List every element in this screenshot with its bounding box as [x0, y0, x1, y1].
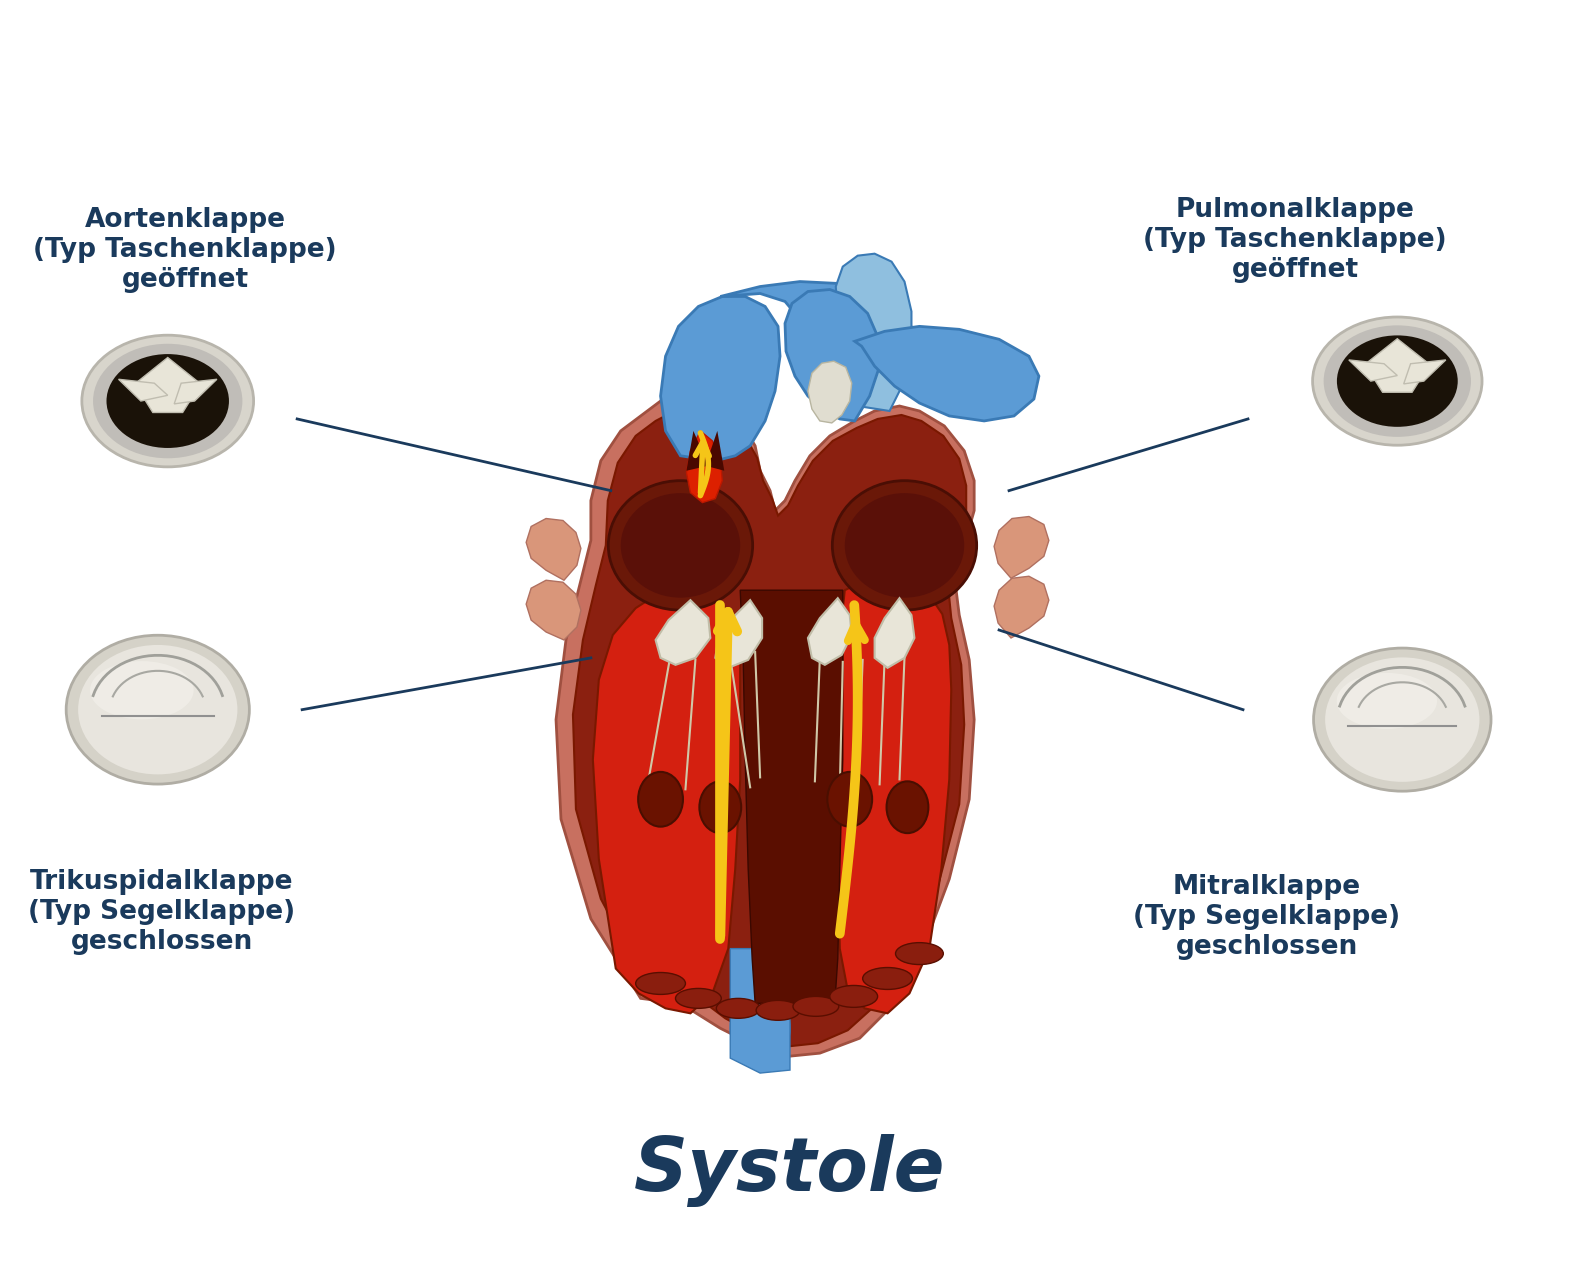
- Ellipse shape: [1314, 648, 1492, 791]
- Polygon shape: [526, 519, 581, 581]
- Ellipse shape: [66, 635, 249, 784]
- Ellipse shape: [887, 781, 928, 833]
- Text: Pulmonalklappe
(Typ Taschenklappe)
geöffnet: Pulmonalklappe (Typ Taschenklappe) geöff…: [1143, 197, 1447, 283]
- Ellipse shape: [82, 335, 254, 467]
- Ellipse shape: [676, 989, 721, 1008]
- Polygon shape: [655, 600, 710, 664]
- Polygon shape: [556, 396, 975, 1056]
- Polygon shape: [838, 578, 951, 1013]
- Polygon shape: [855, 326, 1040, 421]
- Ellipse shape: [1337, 336, 1458, 427]
- Polygon shape: [808, 361, 852, 424]
- Ellipse shape: [827, 772, 873, 827]
- Text: Aortenklappe
(Typ Taschenklappe)
geöffnet: Aortenklappe (Typ Taschenklappe) geöffne…: [33, 207, 337, 293]
- Polygon shape: [1403, 360, 1446, 384]
- Text: Systole: Systole: [635, 1135, 945, 1207]
- Polygon shape: [526, 581, 581, 640]
- Ellipse shape: [896, 942, 943, 965]
- Polygon shape: [1366, 339, 1430, 392]
- Polygon shape: [740, 590, 843, 1003]
- Polygon shape: [1348, 360, 1397, 382]
- Polygon shape: [994, 576, 1049, 638]
- Ellipse shape: [1325, 657, 1479, 782]
- Polygon shape: [592, 587, 740, 1013]
- Polygon shape: [175, 379, 217, 404]
- Ellipse shape: [1312, 317, 1482, 445]
- Ellipse shape: [621, 493, 740, 597]
- Ellipse shape: [863, 967, 912, 989]
- Ellipse shape: [107, 354, 228, 448]
- Polygon shape: [784, 289, 879, 421]
- Polygon shape: [715, 600, 762, 668]
- Ellipse shape: [636, 973, 685, 994]
- Ellipse shape: [79, 645, 238, 775]
- Ellipse shape: [832, 481, 976, 610]
- Ellipse shape: [756, 1000, 800, 1021]
- Polygon shape: [573, 408, 965, 1046]
- Polygon shape: [118, 379, 167, 401]
- Ellipse shape: [638, 772, 684, 827]
- Ellipse shape: [608, 481, 753, 610]
- Ellipse shape: [792, 997, 839, 1017]
- Polygon shape: [687, 431, 709, 470]
- Polygon shape: [660, 297, 780, 460]
- Ellipse shape: [699, 781, 742, 833]
- Ellipse shape: [830, 985, 877, 1007]
- Ellipse shape: [731, 989, 791, 1068]
- Ellipse shape: [717, 998, 761, 1018]
- Polygon shape: [706, 431, 724, 470]
- Ellipse shape: [93, 344, 243, 458]
- Polygon shape: [720, 281, 915, 406]
- Polygon shape: [874, 598, 915, 668]
- Ellipse shape: [844, 493, 964, 597]
- Ellipse shape: [1323, 326, 1471, 437]
- Text: Mitralklappe
(Typ Segelklappe)
geschlossen: Mitralklappe (Typ Segelklappe) geschloss…: [1134, 874, 1400, 960]
- Polygon shape: [994, 516, 1049, 578]
- Polygon shape: [808, 598, 852, 664]
- Ellipse shape: [1337, 673, 1436, 729]
- Polygon shape: [731, 948, 791, 1073]
- Ellipse shape: [90, 661, 194, 719]
- Polygon shape: [836, 254, 912, 411]
- Polygon shape: [135, 358, 200, 412]
- Text: Trikuspidalklappe
(Typ Segelklappe)
geschlossen: Trikuspidalklappe (Typ Segelklappe) gesc…: [28, 869, 296, 955]
- Polygon shape: [687, 431, 723, 502]
